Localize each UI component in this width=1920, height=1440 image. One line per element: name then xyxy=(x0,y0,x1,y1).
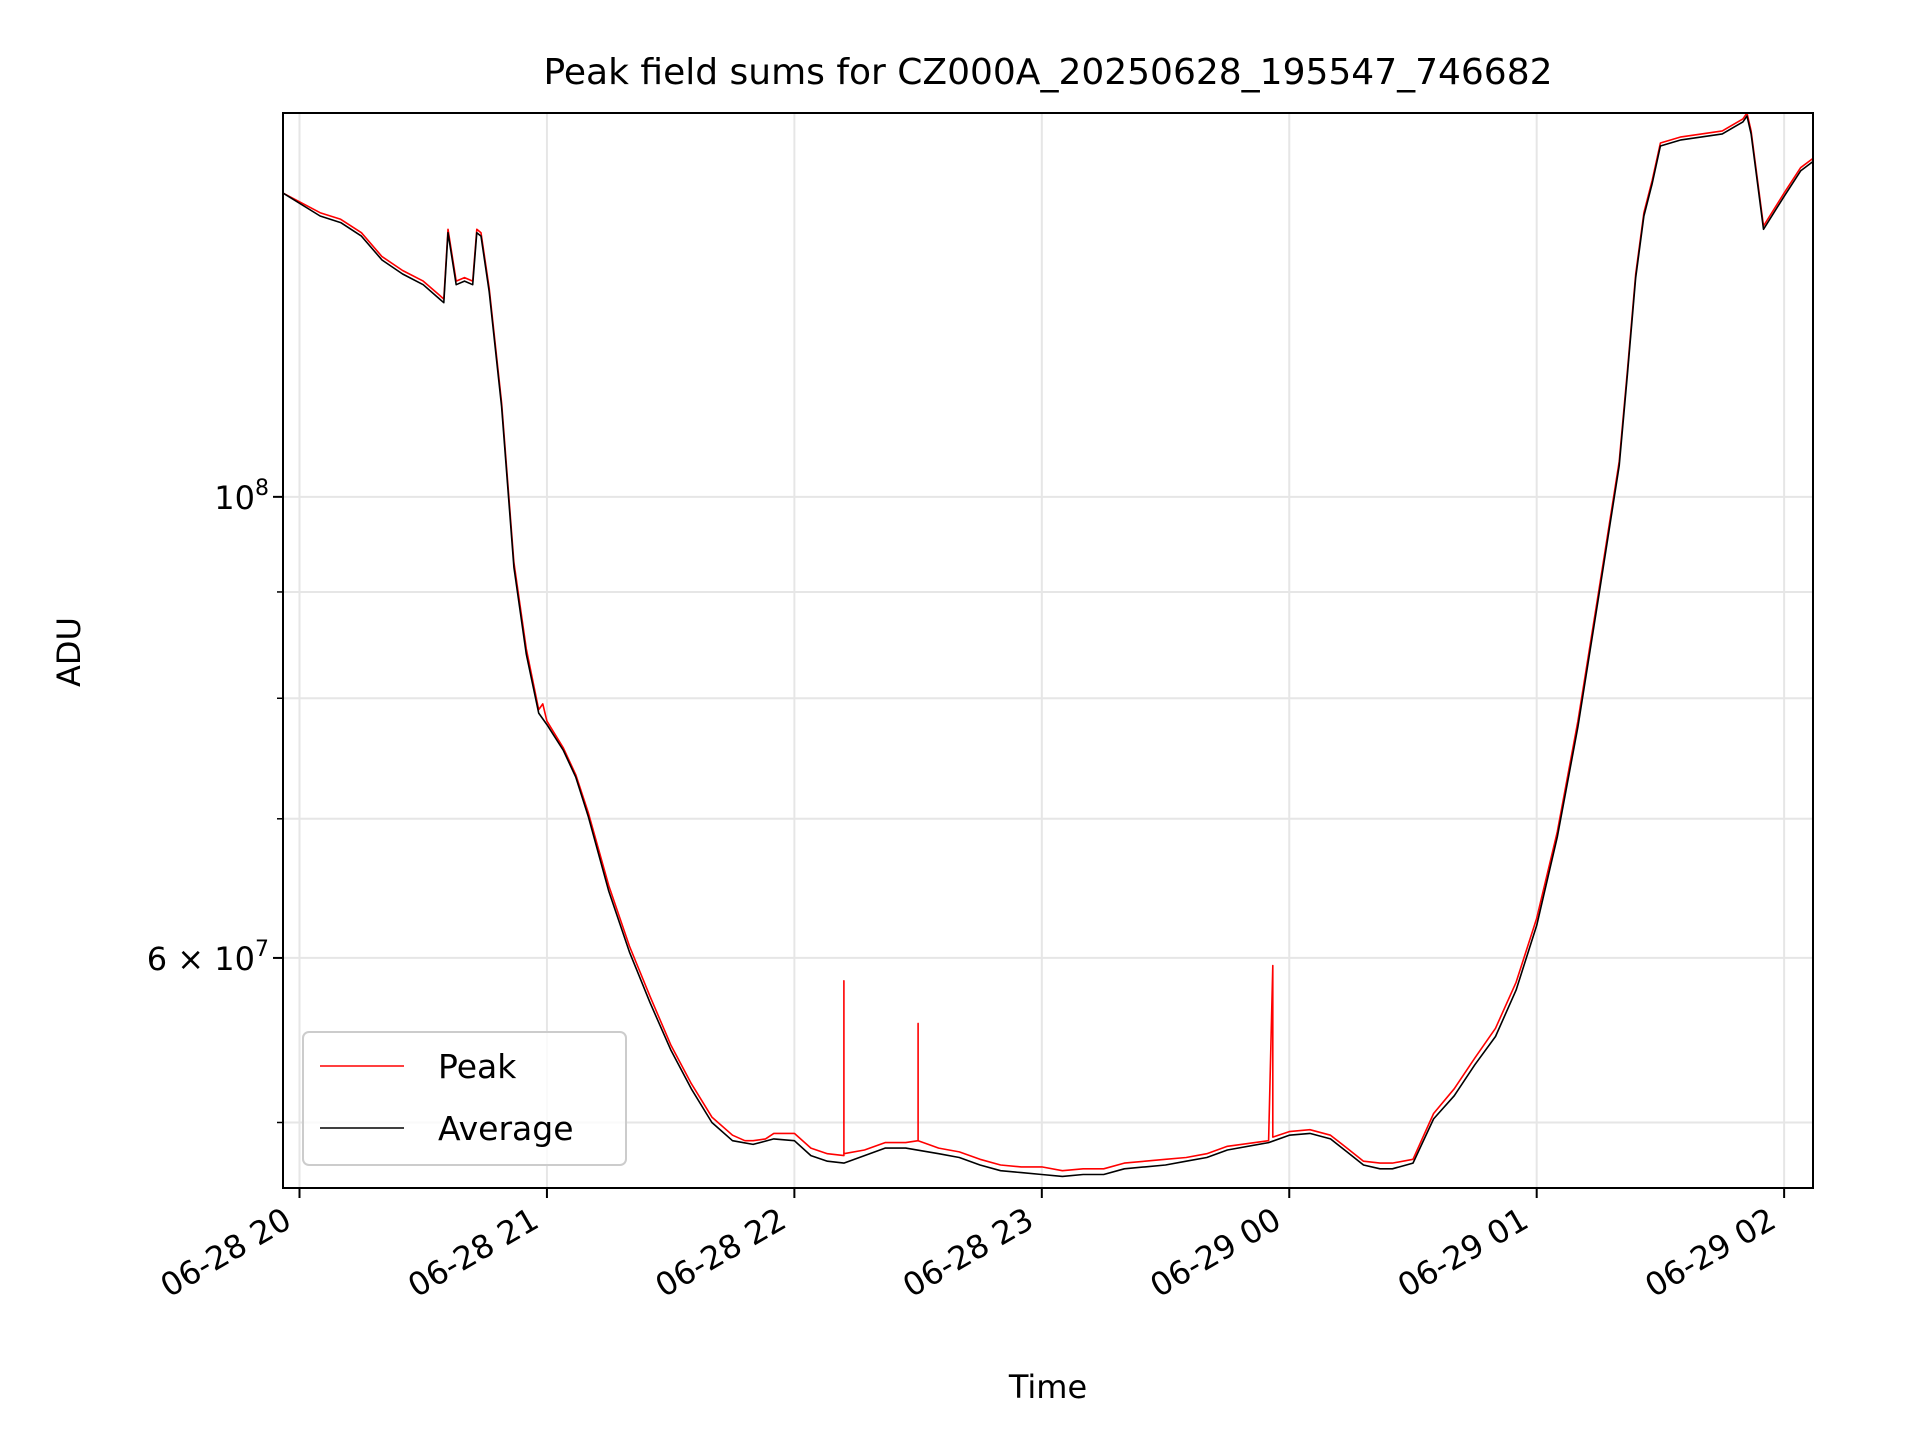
y-tick-label: 6 × 107 xyxy=(147,937,269,978)
series-line-average xyxy=(282,115,1814,1178)
y-tick-label-exponent: 8 xyxy=(255,476,269,501)
plot-frame xyxy=(282,112,1814,1189)
y-tick-label-base: 6 × 10 xyxy=(147,940,255,978)
legend-label-average: Average xyxy=(438,1109,574,1148)
legend-label-peak: Peak xyxy=(438,1047,517,1086)
chart-title: Peak field sums for CZ000A_20250628_1955… xyxy=(543,52,1552,93)
y-tick-label-base: 10 xyxy=(214,479,255,517)
x-axis-label: Time xyxy=(1008,1368,1087,1406)
y-tick-label-exponent: 7 xyxy=(255,937,269,962)
y-tick-label: 108 xyxy=(214,476,269,517)
grid-lines xyxy=(283,113,1813,1188)
y-axis-label: ADU xyxy=(50,617,88,687)
legend: Peak Average xyxy=(302,1031,627,1166)
y-axis-ticks: 108 6 × 107 xyxy=(147,476,283,1124)
plot-series xyxy=(282,112,1814,1178)
